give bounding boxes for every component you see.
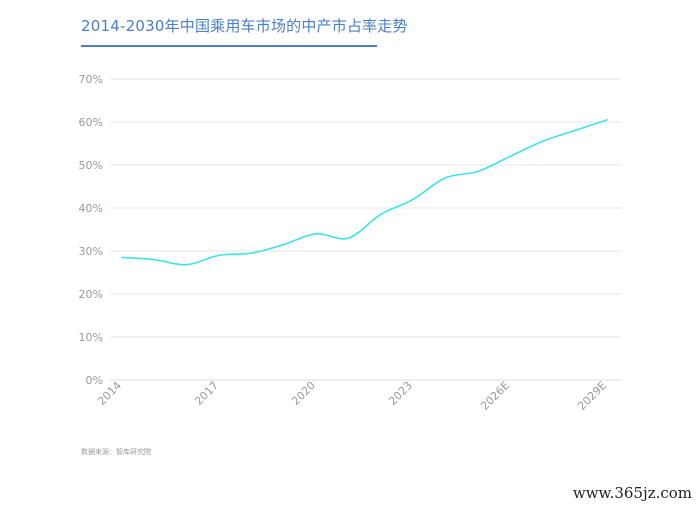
watermark: www.365jz.com [572, 484, 692, 502]
y-tick-label: 10% [79, 331, 103, 344]
x-tick-label: 2029E [575, 379, 609, 413]
y-tick-label: 50% [79, 159, 103, 172]
y-tick-label: 40% [79, 202, 103, 215]
y-tick-label: 60% [79, 116, 103, 129]
x-tick-label: 2026E [478, 379, 512, 413]
y-tick-label: 20% [79, 288, 103, 301]
grid-lines [110, 78, 621, 381]
y-tick-label: 70% [79, 73, 103, 86]
chart-title: 2014-2030年中国乘用车市场的中产市占率走势 [81, 17, 408, 35]
y-tick-label: 0% [86, 374, 103, 387]
x-axis-ticks: 2014 2017 2020 2023 2026E 2029E [95, 379, 609, 413]
title-underline [81, 45, 377, 47]
series-layer [121, 119, 608, 266]
x-tick-label: 2023 [386, 379, 415, 408]
y-tick-label: 30% [79, 245, 103, 258]
data-source-note: 数据来源：智库研究院 [81, 448, 151, 456]
x-tick-label: 2020 [289, 379, 318, 408]
x-tick-label: 2017 [192, 379, 221, 408]
y-axis-ticks: 0% 10% 20% 30% 40% 50% 60% 70% [79, 73, 103, 387]
series-line [121, 119, 608, 266]
